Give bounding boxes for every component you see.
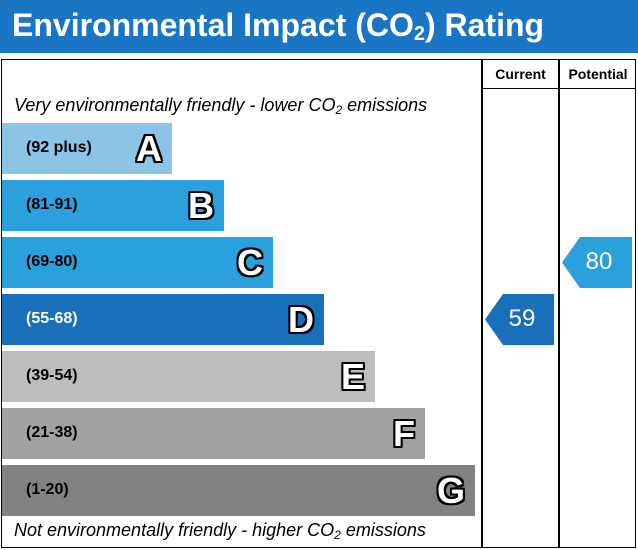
band-e-letter: E — [340, 356, 365, 397]
band-c-bar — [2, 237, 273, 288]
header-row-divider — [481, 88, 636, 89]
potential-rating-arrow — [562, 237, 632, 288]
band-d-letter: D — [288, 299, 314, 340]
band-f-range: (21-38) — [26, 424, 78, 441]
column-divider-potential — [558, 59, 560, 548]
top-caption: Very environmentally friendly - lower CO… — [14, 95, 428, 117]
band-e-range: (39-54) — [26, 367, 78, 384]
band-c-letter: C — [237, 242, 263, 283]
band-d-bar — [2, 294, 324, 345]
band-f-letter: F — [393, 413, 415, 454]
potential-rating-value: 80 — [585, 248, 613, 275]
band-c-range: (69-80) — [26, 253, 78, 270]
column-divider-current — [481, 59, 483, 548]
potential-column-header: Potential — [568, 66, 628, 82]
band-a-bar — [2, 123, 172, 174]
current-column-header: Current — [495, 66, 546, 82]
band-g-letter: G — [436, 470, 465, 511]
title-bar: Environmental Impact (CO2) Rating — [0, 0, 638, 53]
band-a-letter: A — [136, 128, 162, 169]
band-a-range: (92 plus) — [26, 139, 92, 156]
band-e-bar — [2, 351, 375, 402]
band-d-range: (55-68) — [26, 310, 78, 327]
page-title: Environmental Impact (CO2) Rating — [12, 7, 545, 45]
band-b-letter: B — [188, 185, 214, 226]
bottom-caption: Not environmentally friendly - higher CO… — [14, 520, 426, 542]
band-g-bar — [2, 465, 475, 516]
band-b-range: (81-91) — [26, 196, 78, 213]
band-b-bar — [2, 180, 224, 231]
current-rating-value: 59 — [508, 305, 536, 332]
rating-frame — [1, 59, 636, 548]
band-f-bar — [2, 408, 425, 459]
current-rating-arrow — [485, 294, 554, 345]
band-g-range: (1-20) — [26, 481, 69, 498]
